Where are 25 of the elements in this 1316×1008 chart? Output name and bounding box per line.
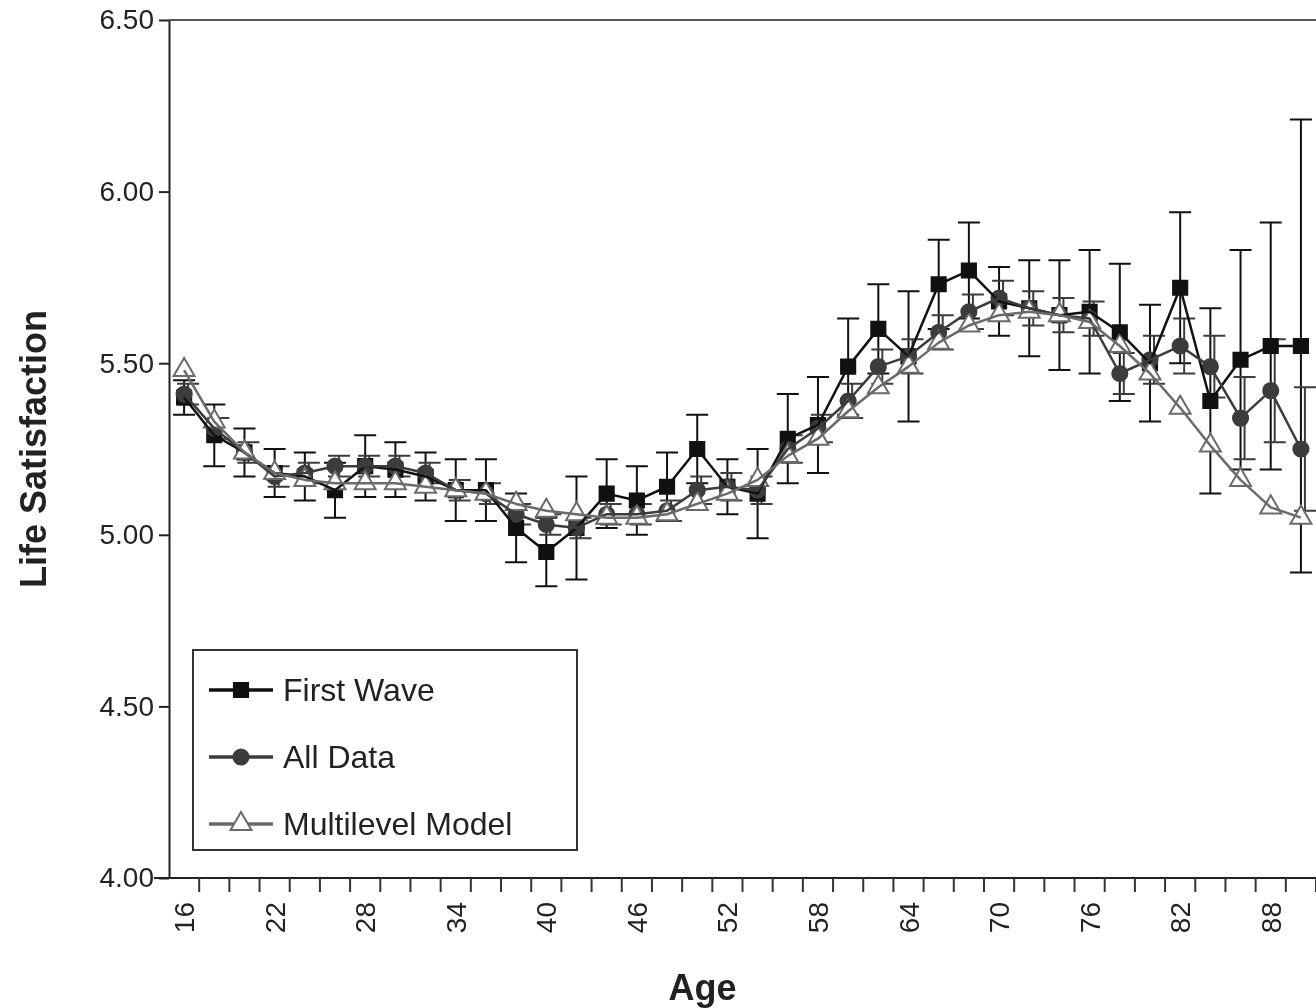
point (1292, 337, 1309, 355)
x-tick-label: 16 (169, 902, 201, 934)
x-tick-label: 46 (621, 902, 653, 934)
legend-label: All Data (283, 739, 396, 775)
legend-label: First Wave (283, 672, 435, 708)
x-tick-label: 76 (1074, 902, 1106, 934)
x-tick-label: 64 (893, 902, 925, 934)
x-tick-label: 70 (984, 902, 1016, 934)
x-tick-label: 82 (1165, 902, 1197, 934)
y-tick-label: 5.50 (99, 347, 154, 379)
legend-label: Multilevel Model (283, 806, 513, 842)
x-tick-label: 22 (259, 902, 291, 934)
y-axis-title: Life Satisfaction (13, 309, 54, 589)
x-axis-title: Age (668, 967, 737, 1008)
y-tick-label: 6.50 (99, 4, 154, 36)
x-tick-label: 34 (440, 902, 472, 934)
x-tick-label: 52 (712, 902, 744, 934)
x-tick-label: 40 (531, 902, 563, 934)
y-tick-label: 4.50 (99, 690, 154, 722)
x-tick-label: 58 (802, 902, 834, 934)
x-tick-label: 28 (350, 902, 382, 934)
y-tick-label: 5.00 (99, 519, 154, 551)
y-tick-label: 6.00 (99, 176, 154, 208)
x-tick-label: 88 (1255, 902, 1287, 934)
y-tick-label: 4.00 (99, 862, 154, 894)
